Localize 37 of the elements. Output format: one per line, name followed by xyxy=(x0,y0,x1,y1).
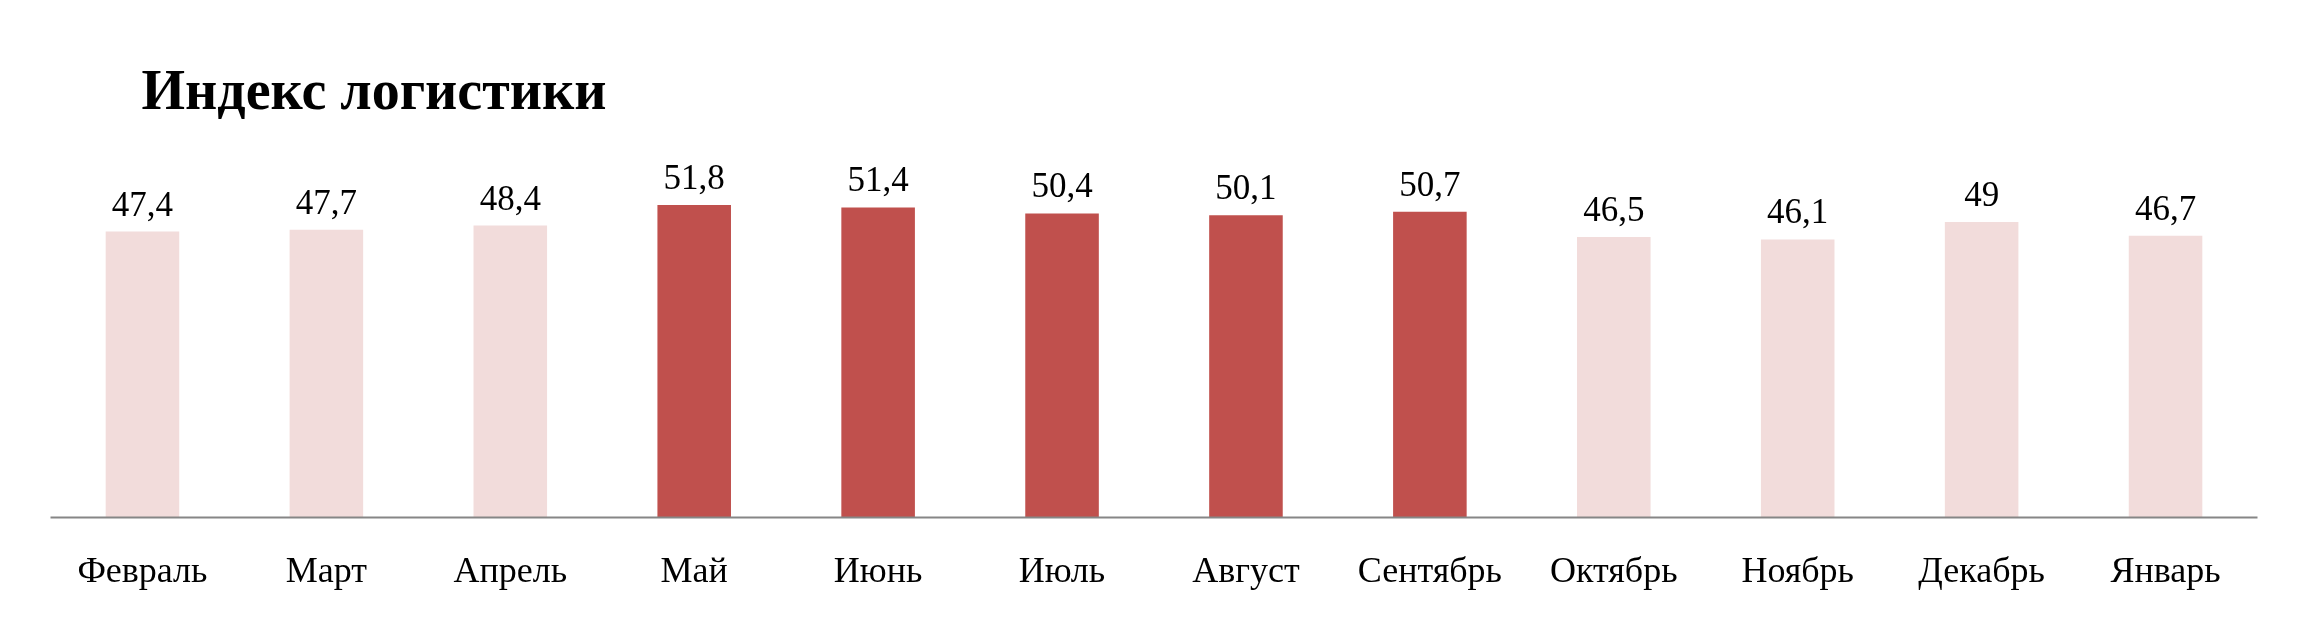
x-tick-label: Август xyxy=(1192,549,1300,590)
bar xyxy=(1025,213,1099,518)
data-label: 48,4 xyxy=(479,178,541,218)
data-label: 47,7 xyxy=(295,182,357,222)
x-tick-label: Май xyxy=(660,549,728,590)
bar xyxy=(1577,236,1651,518)
x-tick-label: Декабрь xyxy=(1918,549,2045,590)
bar xyxy=(1209,215,1283,518)
bar xyxy=(1944,221,2019,518)
x-tick-label: Сентябрь xyxy=(1357,549,1502,590)
data-label: 46,7 xyxy=(2134,188,2197,228)
chart-title: Индекс логистики xyxy=(141,58,607,121)
data-label: 51,8 xyxy=(663,158,725,197)
data-label: 47,4 xyxy=(111,184,174,224)
x-tick-label: Октябрь xyxy=(1550,549,1678,590)
x-tick-label: Ноябрь xyxy=(1741,549,1855,590)
x-tick-label: Июнь xyxy=(833,549,923,590)
bar xyxy=(289,229,364,518)
data-label: 50,1 xyxy=(1215,168,1277,208)
bar xyxy=(473,225,548,518)
bar xyxy=(657,205,731,518)
data-label: 46,5 xyxy=(1583,189,1645,229)
bar xyxy=(105,231,180,518)
x-tick-label: Февраль xyxy=(77,549,208,590)
data-label: 50,4 xyxy=(1031,166,1093,206)
bar xyxy=(841,207,915,518)
data-label: 50,7 xyxy=(1399,164,1461,204)
x-tick-label: Апрель xyxy=(453,549,568,590)
data-label: 51,4 xyxy=(847,160,909,200)
x-tick-label: Июль xyxy=(1018,549,1106,590)
x-tick-label: Март xyxy=(285,549,368,590)
x-tick-label: Январь xyxy=(2110,549,2221,590)
data-label: 49 xyxy=(1964,174,2000,214)
bar xyxy=(2128,235,2203,518)
data-label: 46,1 xyxy=(1767,192,1829,232)
bar xyxy=(1393,211,1467,518)
bar xyxy=(1760,239,1835,518)
